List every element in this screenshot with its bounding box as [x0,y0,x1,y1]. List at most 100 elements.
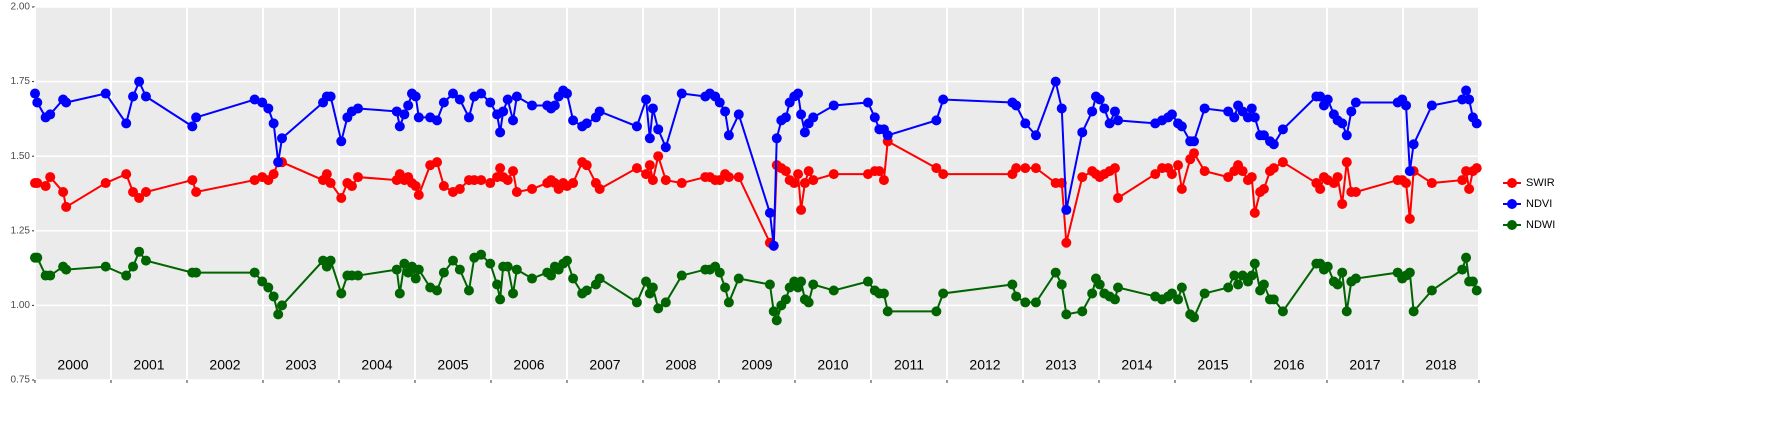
point [1104,118,1115,129]
point [1223,282,1234,293]
point [511,264,522,275]
point [336,288,347,299]
point [828,285,839,296]
point [1011,163,1022,174]
point [644,133,655,144]
point [273,157,284,168]
point [562,255,572,266]
point [676,270,687,281]
point [61,97,72,108]
point [1461,166,1472,177]
point [1020,297,1031,308]
year-label: 2005 [437,357,468,373]
point [1426,100,1437,111]
point [1061,204,1072,215]
year-label: 2008 [665,357,696,373]
point [594,273,605,284]
point [45,109,56,120]
point [803,297,814,308]
point [1350,273,1361,284]
point [399,258,410,269]
point [32,97,43,108]
point [780,112,791,123]
point [463,285,474,296]
point [1268,163,1279,174]
year-label: 2010 [817,357,848,373]
point [780,166,791,177]
point [325,178,336,189]
year-label: 2001 [133,357,164,373]
point [191,112,202,123]
point [1258,184,1269,195]
point [1056,279,1067,290]
point [1189,148,1199,159]
point [938,169,949,180]
point [768,240,779,251]
point [1332,279,1343,290]
point [1113,115,1123,126]
point [410,91,421,102]
point [1426,285,1437,296]
y-tick-label: 1.50 [11,151,31,162]
point [1233,279,1244,290]
point [410,181,421,192]
point [714,267,725,278]
point [1350,187,1361,198]
point [527,184,538,195]
point [1471,118,1482,129]
point [771,133,782,144]
legend-label: SWIR [1526,177,1555,189]
point [644,160,655,171]
point [1471,163,1482,174]
point [568,178,579,189]
point [594,106,605,117]
point [498,106,509,117]
point [1315,184,1326,195]
year-label: 2000 [57,357,88,373]
point [277,300,287,311]
legend-point [1507,178,1517,188]
point [325,91,336,102]
point [1030,130,1041,141]
point [1461,85,1472,96]
point [1404,166,1415,177]
legend-point [1507,199,1517,209]
point [1061,309,1072,320]
point [432,115,443,126]
point [187,175,198,186]
point [1467,276,1478,287]
year-label: 2006 [513,357,544,373]
point [394,121,405,132]
point [653,124,664,135]
point [938,94,949,105]
point [1094,94,1105,105]
point [413,112,424,123]
point [1099,103,1110,114]
point [336,192,347,203]
point [40,181,51,192]
point [121,118,132,129]
point [100,261,111,272]
point [799,178,810,189]
point [58,187,69,198]
point [1109,294,1120,305]
point [1242,112,1253,123]
point [438,181,449,192]
point [1277,306,1288,317]
point [1229,270,1240,281]
point [277,133,287,144]
point [1094,279,1105,290]
point [1401,178,1412,189]
point [793,88,804,99]
point [413,189,424,200]
point [32,252,43,263]
point [1109,106,1120,117]
point [268,291,279,302]
point [485,97,496,108]
point [1050,76,1061,87]
point [793,169,804,180]
point [1020,163,1031,174]
year-label: 2002 [209,357,240,373]
point [100,88,111,99]
point [796,109,807,120]
